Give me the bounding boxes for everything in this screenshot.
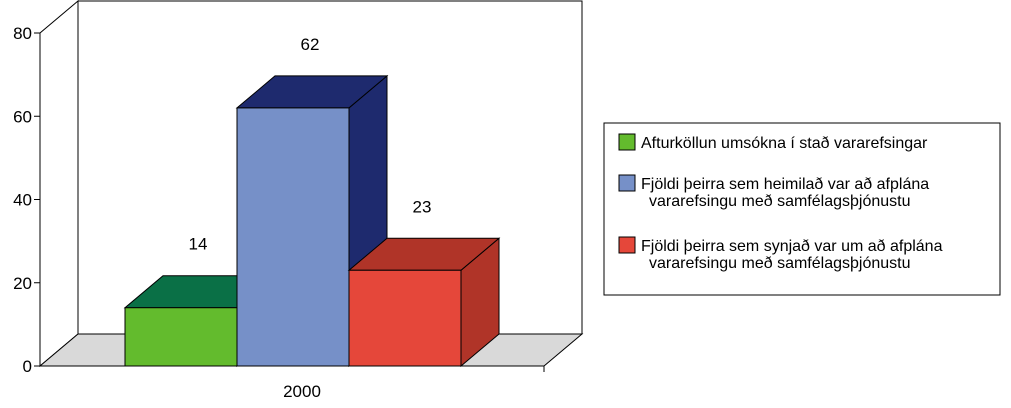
legend-swatch-2	[618, 174, 636, 192]
bar-3	[347, 237, 501, 368]
data-label-1: 14	[189, 235, 208, 254]
y-tick-label-20: 20	[13, 274, 32, 293]
legend-swatch-3	[618, 236, 636, 254]
legend-label-3-line-2: vararefsingu með samfélagsþjónustu	[649, 255, 910, 272]
data-label-3: 23	[413, 197, 432, 216]
y-tick-label-0: 0	[23, 357, 32, 376]
legend-label-3-line-1: Fjöldi þeirra sem synjað var um að afplá…	[641, 238, 943, 255]
bar-2-front	[236, 107, 350, 367]
side-wall	[39, 0, 79, 368]
legend-label-2: Fjöldi þeirra sem heimilað var að afplán…	[641, 176, 929, 210]
bars	[123, 74, 501, 368]
bar-3-front	[348, 269, 462, 367]
data-label-2: 62	[301, 35, 320, 54]
y-tick-label-80: 80	[13, 24, 32, 43]
data-labels: 14 62 23	[189, 35, 432, 254]
y-tick-label-60: 60	[13, 107, 32, 126]
bar-1-front	[124, 307, 238, 367]
legend-label-2-line-1: Fjöldi þeirra sem heimilað var að afplán…	[641, 176, 929, 193]
y-axis: 0 20 40 60 80	[13, 24, 545, 376]
legend-label-1: Afturköllun umsókna í stað vararefsingar	[641, 135, 928, 152]
legend-label-3: Fjöldi þeirra sem synjað var um að afplá…	[641, 238, 943, 272]
bar-2	[235, 74, 389, 368]
legend: Afturköllun umsókna í stað vararefsingar…	[603, 122, 1001, 296]
x-tick-label-2000: 2000	[283, 382, 321, 401]
legend-swatch-1	[618, 133, 636, 151]
legend-box	[603, 122, 1001, 296]
legend-label-1-line-1: Afturköllun umsókna í stað vararefsingar	[641, 135, 928, 152]
y-tick-label-40: 40	[13, 191, 32, 210]
legend-label-2-line-2: vararefsingu með samfélagsþjónustu	[649, 193, 910, 210]
